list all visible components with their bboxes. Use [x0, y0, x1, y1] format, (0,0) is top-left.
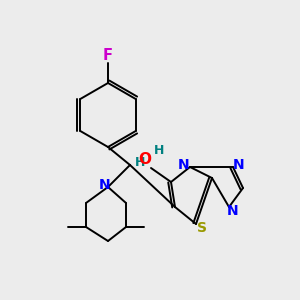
Text: S: S	[197, 221, 207, 235]
Text: O: O	[139, 152, 152, 167]
Text: N: N	[233, 158, 245, 172]
Text: N: N	[227, 204, 239, 218]
Text: H: H	[154, 143, 164, 157]
Text: H: H	[135, 155, 145, 169]
Text: N: N	[99, 178, 111, 192]
Text: F: F	[103, 49, 113, 64]
Text: N: N	[178, 158, 190, 172]
